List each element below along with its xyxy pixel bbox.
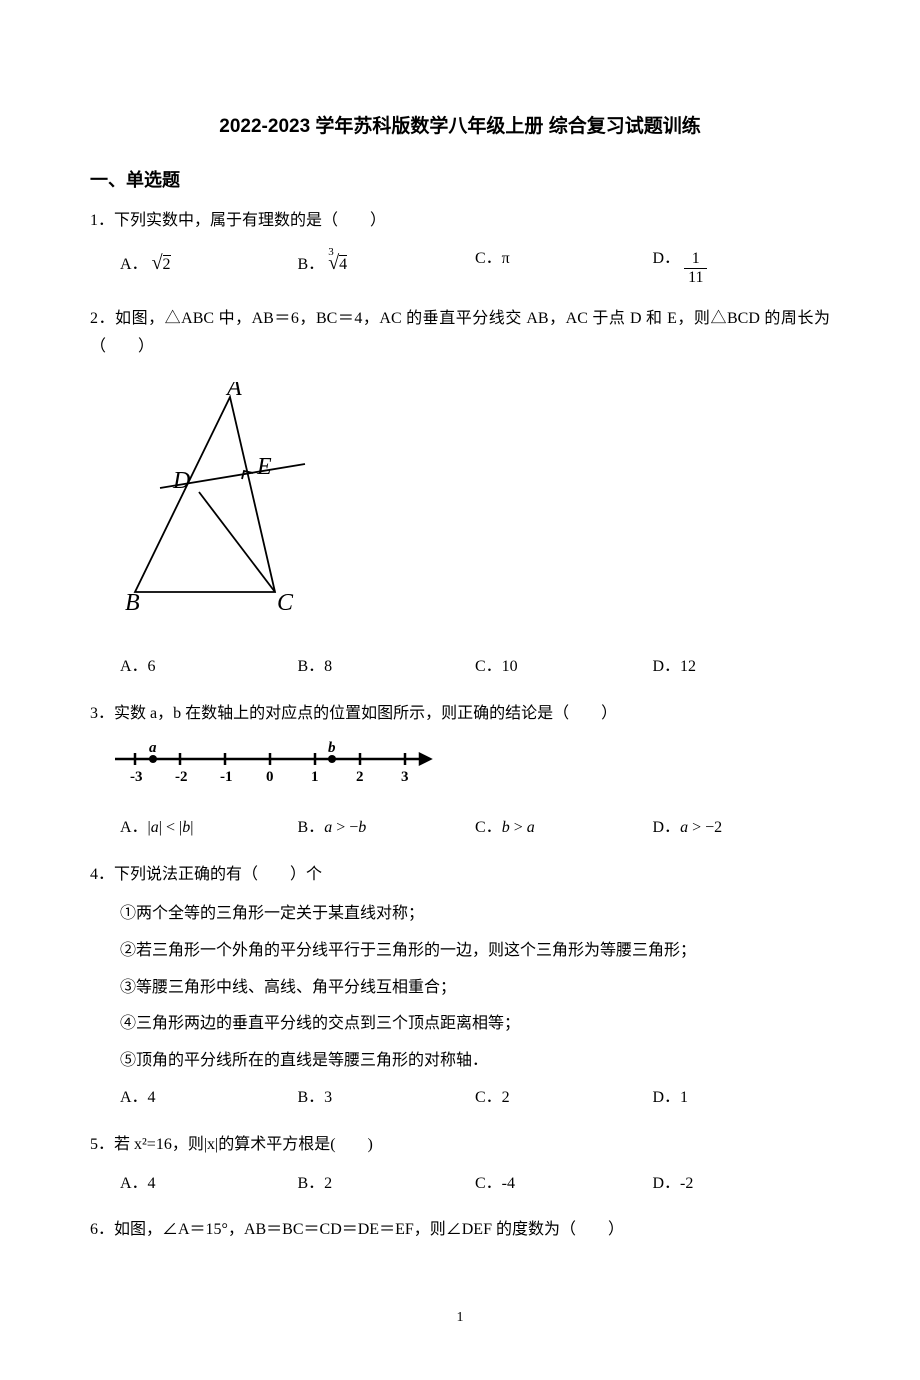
q5-option-a: A．4 (120, 1170, 298, 1199)
option-text: D．-2 (653, 1170, 694, 1199)
q5-option-c: C．-4 (475, 1170, 653, 1199)
svg-text:a: a (149, 740, 157, 756)
q3-option-a: A．|a| < |b| (120, 814, 298, 843)
q3-option-d: D．a > −2 (653, 814, 831, 843)
option-text: D．1 (653, 1084, 689, 1113)
option-text: C．10 (475, 653, 518, 682)
option-text: D．12 (653, 653, 697, 682)
q5-stem: 5．若 x²=16，则|x|的算术平方根是( ) (90, 1131, 830, 1160)
svg-text:3: 3 (401, 769, 409, 785)
q2-options: A．6 B．8 C．10 D．12 (90, 653, 830, 682)
q4-option-b: B．3 (298, 1084, 476, 1113)
q2-figure: A B C D E (125, 382, 830, 633)
svg-text:2: 2 (356, 769, 364, 785)
svg-text:D: D (172, 468, 190, 494)
svg-text:E: E (256, 454, 272, 480)
q1-option-d: D． 1 11 (653, 245, 831, 286)
statement-2: ②若三角形一个外角的平分线平行于三角形的一边，则这个三角形为等腰三角形； (120, 937, 830, 966)
q1-option-b: B． 3√4 (298, 245, 476, 286)
section-heading: 一、单选题 (90, 164, 830, 196)
q4-option-c: C．2 (475, 1084, 653, 1113)
svg-text:B: B (125, 590, 140, 616)
paper-title: 2022-2023 学年苏科版数学八年级上册 综合复习试题训练 (90, 110, 830, 144)
question-6: 6．如图，∠A＝15°，AB＝BC＝CD＝DE＝EF，则∠DEF 的度数为（ ） (90, 1216, 830, 1245)
denominator: 11 (684, 269, 707, 287)
option-text: B．8 (298, 653, 333, 682)
q5-options: A．4 B．2 C．-4 D．-2 (90, 1170, 830, 1199)
option-text: C．2 (475, 1084, 510, 1113)
q6-stem: 6．如图，∠A＝15°，AB＝BC＝CD＝DE＝EF，则∠DEF 的度数为（ ） (90, 1216, 830, 1245)
question-3: 3．实数 a，b 在数轴上的对应点的位置如图所示，则正确的结论是（ ） -3 -… (90, 700, 830, 843)
q3-option-c: C．b > a (475, 814, 653, 843)
option-text: A．|a| < |b| (120, 814, 193, 843)
statement-3: ③等腰三角形中线、高线、角平分线互相重合； (120, 974, 830, 1003)
question-2: 2．如图，△ABC 中，AB＝6，BC＝4，AC 的垂直平分线交 AB，AC 于… (90, 305, 830, 682)
cuberoot-4: 3√4 (328, 245, 347, 281)
option-text: B．3 (298, 1084, 333, 1113)
svg-text:-3: -3 (130, 769, 143, 785)
q2-option-b: B．8 (298, 653, 476, 682)
fraction-1-11: 1 11 (684, 250, 707, 286)
option-text: A．4 (120, 1170, 156, 1199)
statement-1: ①两个全等的三角形一定关于某直线对称； (120, 900, 830, 929)
q2-stem: 2．如图，△ABC 中，AB＝6，BC＝4，AC 的垂直平分线交 AB，AC 于… (90, 305, 830, 363)
q5-option-d: D．-2 (653, 1170, 831, 1199)
q4-statements: ①两个全等的三角形一定关于某直线对称； ②若三角形一个外角的平分线平行于三角形的… (90, 900, 830, 1076)
triangle-svg: A B C D E (125, 382, 345, 622)
number-line-svg: -3 -2 -1 0 1 2 3 a b (110, 739, 450, 789)
radical-2: √2 (152, 245, 171, 281)
question-1: 1．下列实数中，属于有理数的是（ ） A． √2 B． 3√4 C．π D． 1… (90, 207, 830, 287)
q1-options: A． √2 B． 3√4 C．π D． 1 11 (90, 245, 830, 286)
option-text: C．π (475, 245, 510, 274)
option-text: C．b > a (475, 814, 535, 843)
q1-option-c: C．π (475, 245, 653, 286)
option-text: A．4 (120, 1084, 156, 1113)
option-text: C．-4 (475, 1170, 515, 1199)
option-text: A．6 (120, 653, 156, 682)
q4-option-a: A．4 (120, 1084, 298, 1113)
svg-text:A: A (225, 382, 242, 401)
q3-option-b: B．a > −b (298, 814, 476, 843)
option-label: B． (298, 251, 325, 280)
option-text: B．2 (298, 1170, 333, 1199)
q1-option-a: A． √2 (120, 245, 298, 286)
option-label: A． (120, 251, 148, 280)
page-number: 1 (90, 1305, 830, 1330)
option-label: D． (653, 245, 681, 274)
q2-option-d: D．12 (653, 653, 831, 682)
svg-text:0: 0 (266, 769, 274, 785)
q1-stem: 1．下列实数中，属于有理数的是（ ） (90, 207, 830, 236)
q3-stem: 3．实数 a，b 在数轴上的对应点的位置如图所示，则正确的结论是（ ） (90, 700, 830, 729)
numerator: 1 (684, 250, 707, 269)
q4-stem: 4．下列说法正确的有（ ）个 (90, 861, 830, 890)
q4-option-d: D．1 (653, 1084, 831, 1113)
svg-text:-2: -2 (175, 769, 188, 785)
q3-figure: -3 -2 -1 0 1 2 3 a b (110, 739, 830, 800)
svg-text:1: 1 (311, 769, 319, 785)
q2-option-a: A．6 (120, 653, 298, 682)
option-text: D．a > −2 (653, 814, 723, 843)
question-5: 5．若 x²=16，则|x|的算术平方根是( ) A．4 B．2 C．-4 D．… (90, 1131, 830, 1199)
option-text: B．a > −b (298, 814, 367, 843)
q4-options: A．4 B．3 C．2 D．1 (90, 1084, 830, 1113)
svg-text:-1: -1 (220, 769, 233, 785)
q3-options: A．|a| < |b| B．a > −b C．b > a D．a > −2 (90, 814, 830, 843)
question-4: 4．下列说法正确的有（ ）个 ①两个全等的三角形一定关于某直线对称； ②若三角形… (90, 861, 830, 1113)
statement-4: ④三角形两边的垂直平分线的交点到三个顶点距离相等； (120, 1010, 830, 1039)
statement-5: ⑤顶角的平分线所在的直线是等腰三角形的对称轴． (120, 1047, 830, 1076)
q5-option-b: B．2 (298, 1170, 476, 1199)
svg-text:C: C (277, 590, 294, 616)
svg-text:b: b (328, 740, 336, 756)
q2-option-c: C．10 (475, 653, 653, 682)
